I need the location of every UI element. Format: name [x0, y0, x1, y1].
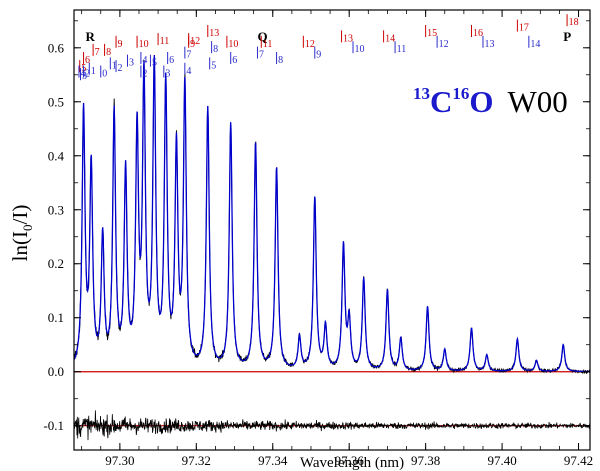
assignment-label-lower: 6	[169, 55, 174, 66]
assignment-label-upper: 11	[263, 39, 273, 50]
branch-label: Q	[257, 29, 267, 44]
assignment-label-lower: 4	[186, 66, 191, 77]
x-tick-label: 97.38	[411, 453, 440, 468]
title-mass-1: 13	[413, 84, 430, 103]
title-band: W00	[508, 84, 568, 119]
chart-title: 13C16O W00	[413, 84, 568, 119]
title-atom-1: C	[430, 84, 452, 119]
y-tick-label: 0.5	[48, 94, 64, 109]
y-tick-label: 0.0	[48, 364, 64, 379]
assignment-label-upper: 10	[228, 39, 238, 50]
branch-label: R	[85, 29, 95, 44]
assignment-label-upper: 11	[160, 36, 170, 47]
assignment-label-upper: 10	[139, 39, 149, 50]
assignment-label-upper: 12	[190, 36, 200, 47]
x-tick-label: 97.34	[258, 453, 288, 468]
x-tick-label: 97.30	[105, 453, 134, 468]
x-tick-label: 97.42	[564, 453, 593, 468]
assignment-label-upper: 17	[519, 23, 529, 34]
assignment-label-lower: 13	[484, 39, 494, 50]
assignment-label-lower: 7	[259, 50, 264, 61]
assignment-label-lower: 0	[102, 68, 107, 79]
assignment-label-lower: 4	[142, 55, 147, 66]
assignment-label-lower: 2	[85, 68, 90, 79]
assignment-label-upper: 12	[305, 39, 315, 50]
y-tick-label: 0.1	[48, 310, 64, 325]
assignment-label-upper: 7	[95, 47, 100, 58]
assignment-label-upper: 6	[85, 55, 90, 66]
assignment-labels: RQP1817161514131211109131211109876514131…	[78, 14, 579, 82]
y-label-main: ln(I	[8, 231, 32, 261]
assignment-label-lower: 3	[129, 58, 134, 69]
series-residual	[73, 410, 591, 441]
assignment-label-lower: 2	[118, 63, 123, 74]
assignment-label-lower: 9	[316, 50, 321, 61]
y-tick-label: 0.3	[48, 202, 64, 217]
y-axis-label: ln(I0/I)	[8, 205, 35, 262]
assignment-label-upper: 16	[473, 28, 483, 39]
y-tick-label: 0.4	[48, 148, 65, 163]
title-atom-2: O	[469, 84, 493, 119]
assignment-label-upper: 9	[190, 39, 195, 50]
assignment-label-upper: 13	[343, 33, 353, 44]
y-tick-label: 0.6	[48, 40, 65, 55]
assignment-label-lower: 14	[530, 39, 540, 50]
plot-area	[73, 54, 591, 441]
assignment-label-lower: 8	[213, 44, 218, 55]
assignment-label-lower: 7	[186, 50, 191, 61]
assignment-label-lower: 12	[439, 39, 449, 50]
x-axis-label: Wavelength (nm)	[300, 455, 404, 471]
y-tick-label: 0.2	[48, 256, 64, 271]
axis-ticks: 97.30 97.32 97.34 97.36 97.38 97.40 97.42 -0.1 0…	[43, 10, 593, 468]
assignment-label-lower: 11	[397, 44, 407, 55]
assignment-label-lower: 3	[82, 71, 87, 82]
assignment-label-lower: 1	[112, 60, 117, 71]
assignment-label-upper: 15	[427, 28, 437, 39]
plot-frame	[73, 9, 591, 451]
y-label-tail: /I)	[8, 205, 32, 225]
assignment-label-lower: 8	[278, 55, 283, 66]
x-tick-label: 97.32	[182, 453, 211, 468]
x-tick-label: 97.36	[335, 453, 365, 468]
y-tick-label: -0.1	[43, 418, 64, 433]
assignment-label-upper: 8	[106, 47, 111, 58]
title-mass-2: 16	[452, 84, 469, 103]
assignment-label-upper: 14	[385, 33, 395, 44]
x-tick-label: 97.40	[487, 453, 516, 468]
assignment-label-lower: 5	[211, 60, 216, 71]
assignment-label-lower: 5	[152, 58, 157, 69]
assignment-label-upper: 13	[209, 28, 219, 39]
assignment-label-lower: 6	[232, 55, 237, 66]
series-model	[73, 54, 590, 373]
assignment-label-lower: 1	[91, 66, 96, 77]
assignment-label-lower: 2	[142, 68, 147, 79]
assignment-label-lower: 10	[355, 44, 365, 55]
assignment-label-lower: 4	[80, 68, 85, 79]
y-label-subscript: 0	[20, 225, 35, 232]
assignment-label-lower: 3	[165, 68, 170, 79]
assignment-label-upper: 9	[118, 39, 123, 50]
assignment-label-upper: 18	[569, 17, 579, 28]
branch-label: P	[563, 29, 571, 44]
